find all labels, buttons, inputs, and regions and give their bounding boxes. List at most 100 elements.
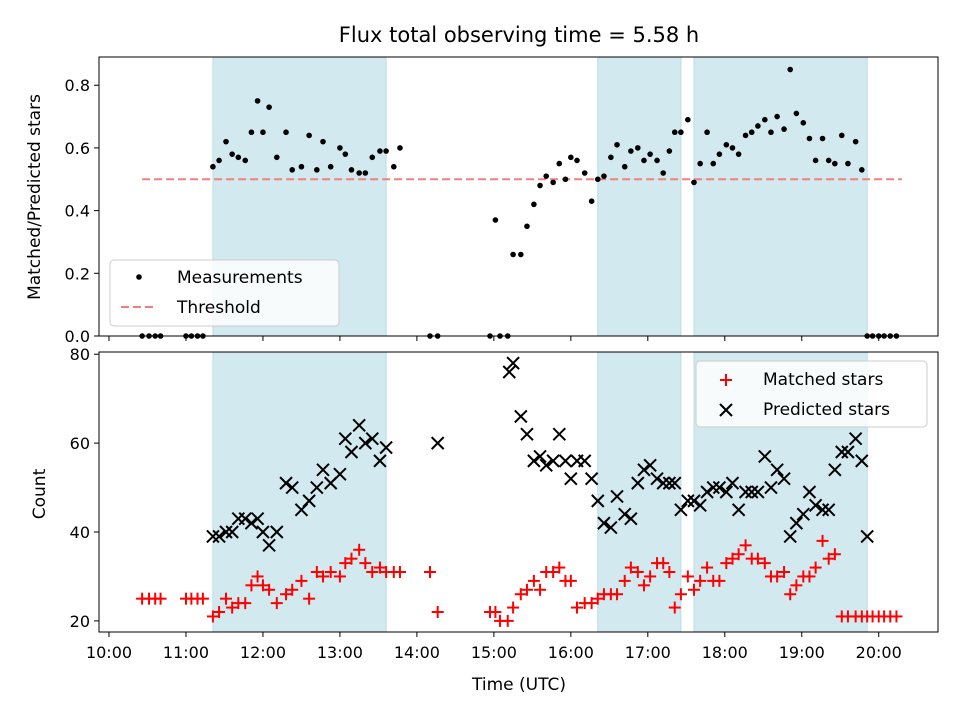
predicted-star-marker bbox=[584, 471, 599, 486]
measurement-point bbox=[306, 132, 312, 139]
predicted-star-marker bbox=[338, 431, 353, 446]
count-matched-markers bbox=[136, 534, 903, 627]
matched-star-marker bbox=[239, 597, 252, 610]
matched-star-marker bbox=[393, 566, 406, 578]
matched-star-marker bbox=[520, 583, 533, 596]
matched-star-marker bbox=[431, 606, 444, 618]
predicted-star-marker bbox=[738, 485, 753, 499]
matched-star-marker bbox=[674, 588, 687, 601]
measurement-point bbox=[641, 157, 647, 164]
measurement-point bbox=[729, 145, 736, 151]
measurement-point bbox=[274, 154, 280, 161]
legend-measurements-marker bbox=[136, 274, 142, 280]
ratio-legend-box bbox=[109, 259, 340, 327]
matched-star-marker bbox=[154, 592, 167, 605]
measurement-point bbox=[691, 179, 697, 186]
count-legend: Matched stars Predicted stars bbox=[695, 360, 928, 428]
matched-star-marker bbox=[631, 566, 644, 578]
x-tick-label: 15:00 bbox=[471, 643, 517, 662]
matched-star-marker bbox=[206, 610, 219, 623]
predicted-star-marker bbox=[244, 516, 259, 530]
matched-star-marker bbox=[618, 574, 631, 587]
predicted-star-marker bbox=[624, 511, 638, 526]
measurement-point bbox=[235, 154, 242, 161]
measurement-point bbox=[800, 120, 807, 126]
x-tick-label: 13:00 bbox=[317, 643, 363, 662]
ratio-x-ticks bbox=[108, 336, 880, 341]
measurement-point bbox=[666, 148, 673, 154]
matched-star-marker bbox=[553, 561, 566, 574]
matched-star-marker bbox=[324, 566, 337, 578]
measurement-point bbox=[362, 170, 369, 176]
predicted-star-marker bbox=[250, 511, 265, 526]
measurement-point bbox=[845, 160, 851, 167]
measurement-point bbox=[621, 163, 628, 170]
measurement-point bbox=[755, 123, 761, 129]
matched-star-marker bbox=[803, 570, 816, 583]
measurement-point bbox=[735, 151, 742, 157]
ratio-legend: Measurements Threshold bbox=[109, 259, 340, 327]
predicted-star-marker bbox=[279, 476, 293, 490]
measurement-point bbox=[537, 182, 543, 189]
matched-star-marker bbox=[339, 557, 352, 570]
predicted-star-marker bbox=[855, 454, 869, 468]
predicted-star-marker bbox=[693, 498, 707, 513]
y-tick-label: 0.4 bbox=[65, 202, 90, 221]
measurement-point bbox=[812, 157, 819, 164]
matched-star-marker bbox=[624, 561, 637, 574]
predicted-star-marker bbox=[520, 427, 534, 441]
ratio-subplot: 0.00.20.40.60.8 Matched/Predicted stars … bbox=[25, 56, 939, 346]
measurement-point bbox=[858, 167, 865, 173]
predicted-star-marker bbox=[225, 525, 239, 539]
predicted-star-marker bbox=[808, 498, 823, 513]
matched-star-marker bbox=[591, 592, 604, 605]
predicted-star-marker bbox=[631, 476, 645, 490]
matched-star-marker bbox=[694, 574, 707, 587]
measurement-point bbox=[723, 141, 730, 148]
matched-star-marker bbox=[822, 552, 835, 565]
predicted-star-marker bbox=[577, 454, 592, 468]
predicted-star-marker bbox=[783, 529, 797, 544]
predicted-star-marker bbox=[310, 480, 324, 495]
matched-star-marker bbox=[514, 588, 527, 601]
predicted-star-marker bbox=[546, 454, 560, 468]
predicted-star-marker bbox=[316, 463, 330, 477]
predicted-star-marker bbox=[860, 529, 874, 544]
measurement-point bbox=[742, 132, 749, 139]
predicted-star-marker bbox=[764, 480, 778, 495]
y-tick-label: 60 bbox=[70, 434, 90, 453]
predicted-star-marker bbox=[206, 529, 220, 544]
y-tick-label: 0.0 bbox=[65, 327, 90, 346]
predicted-star-marker bbox=[285, 480, 299, 495]
legend-matched-marker bbox=[720, 374, 732, 386]
measurement-point bbox=[254, 98, 261, 104]
figure-title: Flux total observing time = 5.58 h bbox=[339, 23, 699, 47]
measurement-point bbox=[787, 66, 794, 73]
predicted-star-marker bbox=[745, 485, 759, 499]
measurement-point bbox=[369, 154, 376, 161]
measurement-point bbox=[635, 145, 641, 151]
matched-star-marker bbox=[316, 570, 329, 583]
measurement-point bbox=[806, 135, 813, 142]
legend-measurements-label: Measurements bbox=[177, 268, 303, 288]
measurement-point bbox=[568, 154, 574, 161]
predicted-star-marker bbox=[358, 436, 373, 450]
measurement-point bbox=[614, 141, 620, 148]
measurement-point bbox=[223, 138, 229, 145]
predicted-star-marker bbox=[668, 476, 682, 490]
predicted-star-marker bbox=[212, 529, 226, 544]
y-tick-label: 40 bbox=[70, 523, 90, 542]
y-tick-label: 0.6 bbox=[65, 139, 90, 158]
measurement-point bbox=[678, 129, 684, 136]
matched-star-marker bbox=[784, 588, 797, 601]
predicted-star-marker bbox=[796, 507, 811, 521]
measurement-point bbox=[574, 157, 580, 164]
matched-star-marker bbox=[489, 606, 502, 618]
matched-star-marker bbox=[663, 566, 676, 578]
measurement-point bbox=[594, 176, 601, 183]
measurement-point bbox=[832, 160, 838, 167]
predicted-star-marker bbox=[604, 520, 618, 535]
matched-star-marker bbox=[245, 579, 258, 592]
